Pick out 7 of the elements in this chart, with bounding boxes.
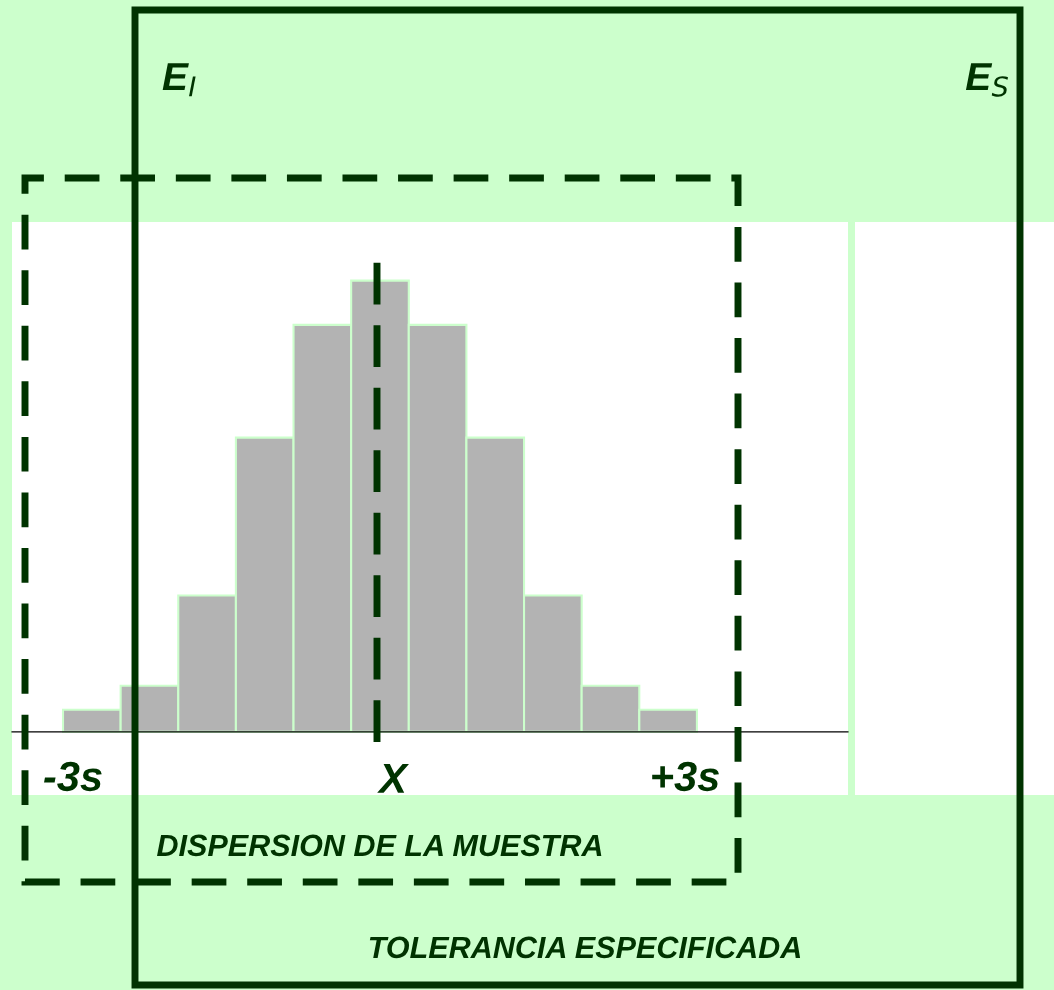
text: X <box>377 764 409 793</box>
text: E$_{S}$ <box>965 63 1008 97</box>
text: -3s <box>44 761 102 792</box>
text: E$_{I}$ <box>162 63 196 97</box>
text: +3s <box>652 761 719 792</box>
text: DISPERSION DE LA MUESTRA <box>157 834 602 857</box>
text: TOLERANCIA ESPECIFICADA <box>369 936 801 959</box>
